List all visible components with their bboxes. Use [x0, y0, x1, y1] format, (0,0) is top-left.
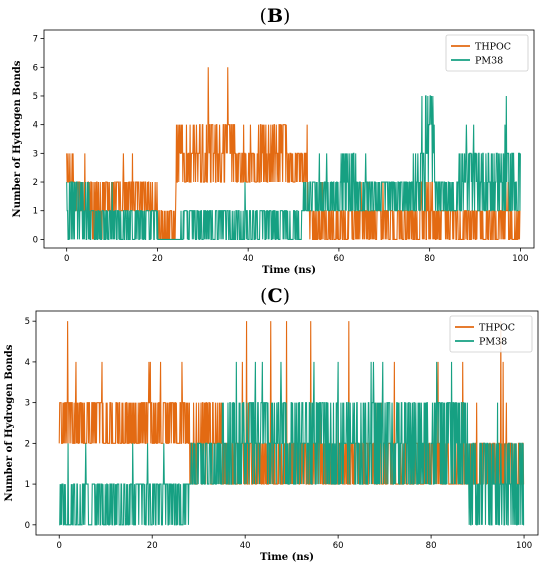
legend-label-thpoc: THPOC: [479, 323, 515, 334]
x-tick-label: 80: [426, 541, 437, 551]
y-tick-label: 5: [25, 317, 30, 327]
x-tick-label: 60: [333, 254, 344, 264]
panel-label: (B): [260, 5, 291, 27]
y-tick-label: 0: [25, 521, 30, 531]
y-axis-label: Number of Hydrogen Bonds: [4, 344, 15, 501]
y-tick-label: 4: [33, 121, 38, 131]
x-tick-label: 100: [512, 254, 528, 264]
series-group: [66, 67, 521, 240]
series-line-pm38: [66, 95, 521, 240]
x-tick-label: 40: [243, 254, 254, 264]
y-tick-label: 6: [33, 63, 38, 73]
legend-box: [445, 34, 529, 72]
plot-frame: [43, 29, 535, 249]
plot-frame: [35, 310, 539, 536]
x-tick-label: 20: [147, 541, 158, 551]
y-axis-label: Number of Hydrogen Bonds: [12, 60, 23, 217]
y-tick-label: 5: [33, 92, 38, 102]
x-tick-label: 60: [333, 541, 344, 551]
panel-label: (C): [260, 285, 290, 307]
x-tick-label: 0: [57, 541, 62, 551]
y-tick-label: 2: [25, 439, 30, 449]
y-tick-label: 1: [33, 207, 38, 217]
panel-letter: B: [267, 5, 283, 27]
series-line-pm38: [59, 361, 525, 526]
y-tick-label: 2: [33, 178, 38, 188]
x-tick-label: 100: [516, 541, 532, 551]
y-tick-label: 0: [33, 235, 38, 245]
panel-letter: C: [267, 285, 282, 307]
y-tick-label: 7: [33, 35, 38, 45]
legend-label-pm38: PM38: [479, 337, 507, 348]
x-tick-label: 40: [240, 541, 251, 551]
x-tick-label: 0: [64, 254, 69, 264]
panel-c: (C) 0 20 40 60 80 100 0 1 2 3 4 5 Time (ns) Number of …: [4, 285, 539, 563]
series-group: [58, 321, 525, 526]
y-tick-label: 3: [33, 149, 38, 159]
legend-label-thpoc: THPOC: [475, 42, 511, 53]
y-tick-label: 3: [25, 399, 30, 409]
x-axis-label: Time (ns): [262, 265, 316, 276]
x-tick-label: 80: [424, 254, 435, 264]
legend: THPOC PM38: [445, 34, 529, 72]
legend: THPOC PM38: [449, 315, 533, 353]
legend-label-pm38: PM38: [475, 56, 503, 67]
y-tick-label: 1: [25, 480, 30, 490]
y-tick-label: 4: [25, 358, 30, 368]
legend-box: [449, 315, 533, 353]
panel-b: (B) 0 20 40 60 80 100 0 1 2 3 4 5 6 7 Time (ns) Number o…: [12, 5, 535, 276]
x-tick-label: 20: [152, 254, 163, 264]
x-axis-label: Time (ns): [260, 552, 314, 563]
